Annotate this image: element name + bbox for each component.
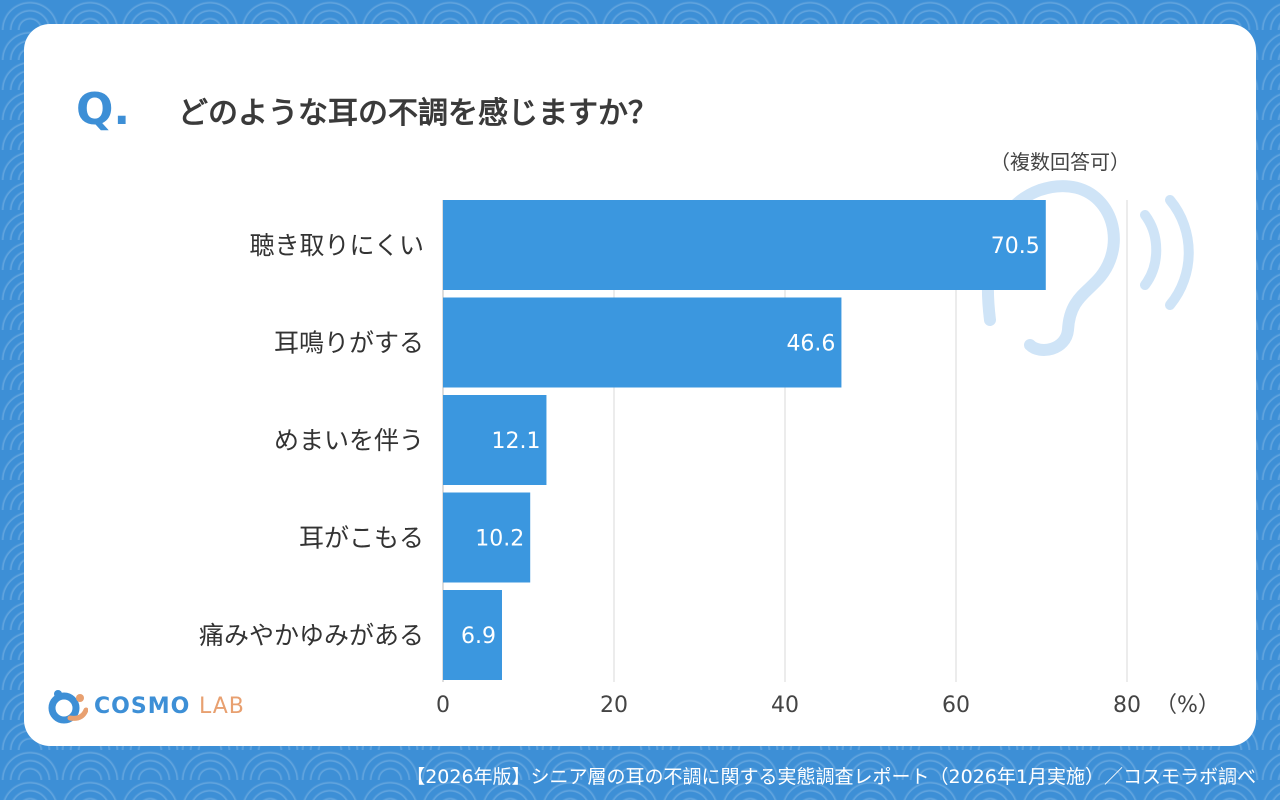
question-mark: Q. <box>76 84 131 135</box>
x-axis-unit: （%） <box>1155 693 1220 718</box>
category-label: 耳鳴りがする <box>274 329 424 358</box>
x-tick-label: 60 <box>942 693 970 718</box>
bar <box>443 200 1046 290</box>
logo-mark-icon <box>48 690 88 724</box>
cosmo-lab-logo: COSMO LAB <box>48 688 245 724</box>
bar-value-label: 6.9 <box>461 624 496 649</box>
bar <box>443 492 531 583</box>
category-label: 耳がこもる <box>299 524 424 553</box>
bar-value-label: 12.1 <box>491 429 540 454</box>
bar-value-label: 10.2 <box>475 527 524 552</box>
bar <box>443 590 502 680</box>
chart-title: どのような耳の不調を感じますか？ <box>178 96 658 131</box>
logo-text-main: COSMO <box>94 693 191 719</box>
category-label: めまいを伴う <box>274 426 424 455</box>
category-label: 聴き取りにくい <box>249 231 424 260</box>
footer-source: 【2026年版】シニア層の耳の不調に関する実態調査レポート（2026年1月実施）… <box>406 766 1256 788</box>
bar-value-label: 70.5 <box>991 234 1040 259</box>
category-label: 痛みやかゆみがある <box>199 621 424 650</box>
bar <box>443 297 842 388</box>
x-tick-label: 0 <box>436 693 450 718</box>
bar-value-label: 46.6 <box>786 332 835 357</box>
logo-text-sub: LAB <box>198 693 245 719</box>
bar <box>443 395 547 485</box>
multiple-answer-note: （複数回答可） <box>990 150 1130 174</box>
x-tick-label: 20 <box>600 693 628 718</box>
x-tick-label: 80 <box>1113 693 1141 718</box>
x-tick-label: 40 <box>771 693 799 718</box>
